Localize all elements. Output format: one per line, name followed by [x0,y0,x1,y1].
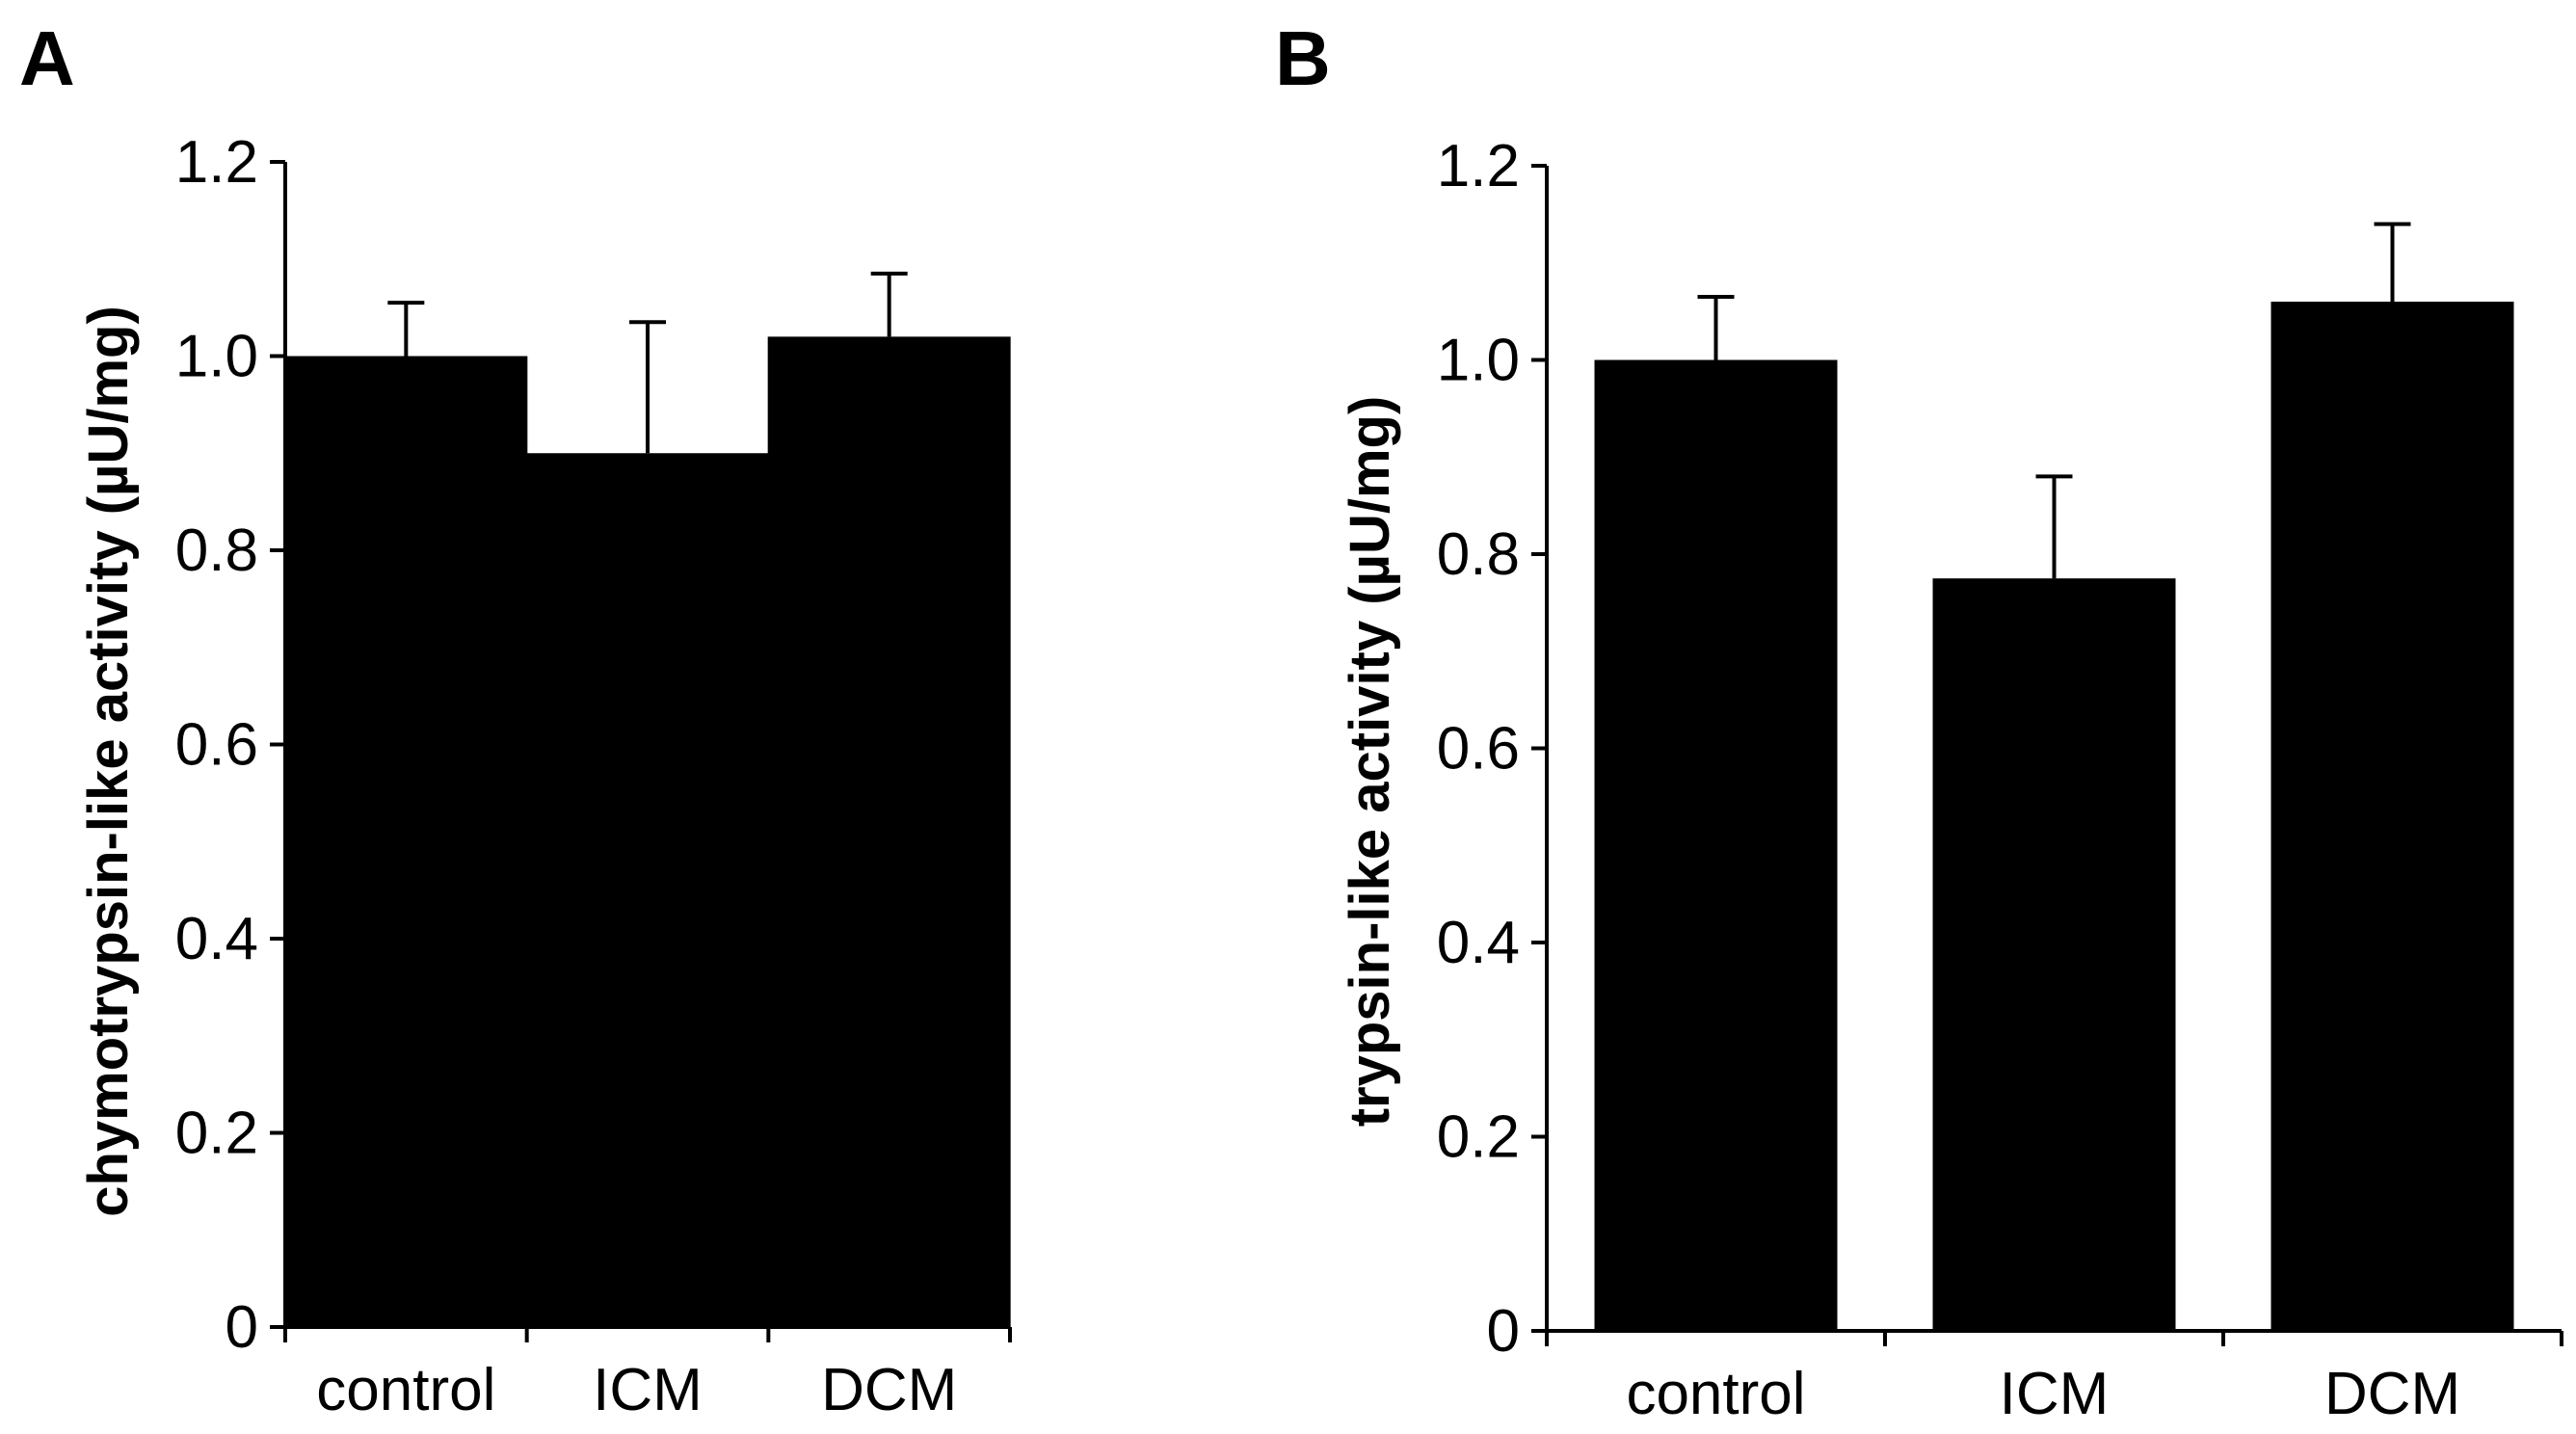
panel-b-bar-icm [1932,578,2176,1331]
panel-a-bar-icm [526,453,769,1327]
panel-a-bar-control [284,356,528,1327]
panel-b-y-tick-label: 0.4 [1437,910,1520,976]
panel-b-x-tick-label: DCM [2324,1361,2460,1427]
panel-b-y-tick-label: 0 [1487,1298,1520,1365]
panel-a-y-tick-label: 0.2 [175,1101,258,1167]
panel-b-y-tick-label: 0.2 [1437,1104,1520,1171]
panel-a-y-tick-label: 0.8 [175,518,258,584]
panel-b-bar-control [1594,359,1838,1331]
panel-b-x-tick-label: ICM [2000,1361,2110,1427]
panel-a-x-tick-label: DCM [821,1357,957,1423]
panel-b-y-tick-label: 1.2 [1437,133,1520,199]
panel-a-y-tick-label: 1.2 [175,129,258,196]
panel-b-y-tick-label: 0.6 [1437,716,1520,783]
panel-a-label: A [19,15,75,101]
panel-b-bars: control ICM DCM [1594,222,2514,1427]
panel-a: A chymotrypsin-like activity (µU/mg) 0 0.… [19,15,1012,1423]
panel-a-bar-dcm [767,336,1011,1328]
panel-a-x-tick-label: ICM [593,1357,703,1423]
panel-a-y-tick-label: 0 [226,1294,258,1361]
panel-a-y-axis-title: chymotrypsin-like activity (µU/mg) [77,305,140,1217]
panel-b-y-axis-title: trypsin-like activity (µU/mg) [1339,396,1401,1128]
panel-a-axes: 0 0.2 0.4 0.6 0.8 1.0 1.2 [175,129,1012,1361]
panel-b-y-tick-label: 0.8 [1437,521,1520,588]
panel-b: B trypsin-like activity (µU/mg) 0 0.2 0.4 0… [1275,15,2563,1427]
panel-a-y-tick-label: 0.6 [175,712,258,779]
panel-b-bar-dcm [2271,302,2514,1331]
panel-b-x-tick-label: control [1626,1361,1805,1427]
panel-b-label: B [1275,15,1331,101]
panel-a-x-tick-label: control [316,1357,495,1423]
panel-a-y-tick-label: 1.0 [175,324,258,390]
panel-a-y-tick-label: 0.4 [175,906,258,972]
panel-a-bars: control ICM DCM [284,271,1011,1423]
panel-b-y-tick-label: 1.0 [1437,328,1520,394]
